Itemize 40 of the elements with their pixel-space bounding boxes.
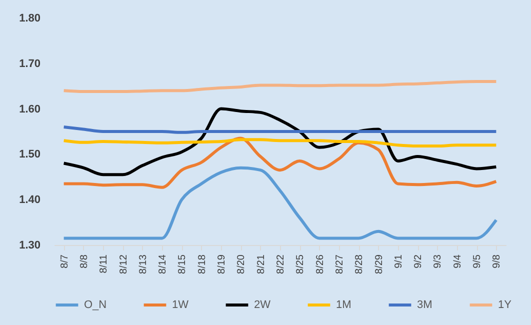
legend-label: O_N: [84, 299, 107, 311]
x-tick-label: 8/20: [236, 254, 248, 274]
legend-label: 1M: [336, 299, 352, 311]
x-tick-label: 8/21: [256, 254, 267, 274]
legend-label: 2W: [254, 299, 272, 311]
y-tick-label: 1.30: [19, 240, 40, 252]
x-tick-label: 8/14: [158, 254, 169, 274]
x-tick-label: 9/2: [413, 254, 424, 268]
line-series: [62, 80, 498, 94]
x-tick-label: 9/1: [393, 254, 404, 268]
line-series: [62, 136, 498, 189]
line-series: [62, 138, 498, 148]
x-tick-label: 8/15: [177, 254, 188, 274]
x-tick-label: 8/18: [196, 254, 208, 274]
y-tick-label: 1.50: [19, 148, 40, 161]
x-tick-label: 8/26: [314, 254, 326, 274]
x-tick-label: 8/11: [98, 254, 110, 274]
x-tick-label: 8/29: [374, 254, 385, 274]
x-tick-label: 8/28: [354, 254, 366, 274]
legend-label: 1W: [172, 299, 190, 311]
x-tick-label: 8/13: [138, 254, 149, 274]
line-series: [62, 107, 498, 176]
y-tick-label: 1.70: [19, 58, 40, 70]
x-tick-label: 9/8: [492, 254, 503, 268]
x-tick-label: 9/5: [472, 254, 484, 268]
x-tick-label: 8/19: [216, 254, 228, 274]
y-tick-label: 1.60: [19, 103, 40, 116]
x-tick-label: 8/8: [78, 254, 90, 268]
y-tick-label: 1.80: [19, 12, 40, 24]
x-tick-label: 8/22: [276, 254, 286, 274]
legend-label: 3M: [417, 299, 432, 311]
x-tick-label: 9/3: [432, 254, 444, 268]
x-tick-label: 8/25: [295, 254, 306, 274]
legend-label: 1Y: [498, 299, 512, 311]
x-tick-label: 8/27: [334, 254, 346, 274]
y-tick-label: 1.40: [19, 194, 40, 206]
x-tick-label: 9/4: [452, 254, 464, 268]
x-tick-label: 8/7: [59, 254, 70, 268]
line-series: [62, 166, 498, 240]
x-tick-label: 8/12: [118, 254, 130, 274]
